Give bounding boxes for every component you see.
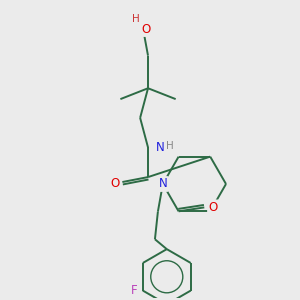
Text: H: H xyxy=(166,142,174,152)
Text: O: O xyxy=(141,22,151,35)
Text: N: N xyxy=(155,141,164,154)
Text: N: N xyxy=(158,178,167,190)
Text: F: F xyxy=(130,284,137,297)
Text: H: H xyxy=(132,14,140,24)
Text: O: O xyxy=(208,201,218,214)
Text: O: O xyxy=(111,176,120,190)
